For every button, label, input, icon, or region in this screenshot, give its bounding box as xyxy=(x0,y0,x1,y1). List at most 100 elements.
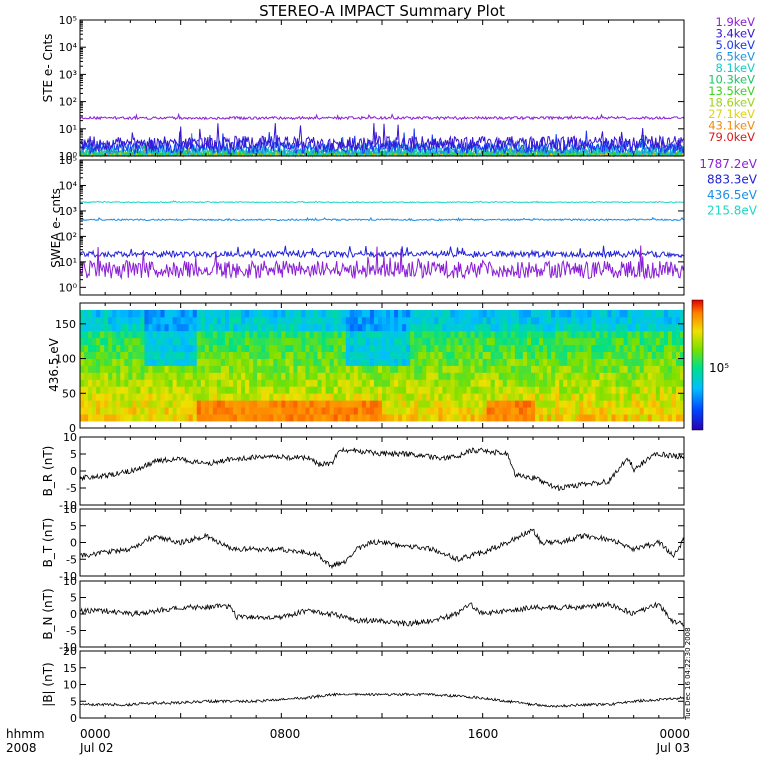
heatmap-cell xyxy=(289,330,294,339)
heatmap-cell xyxy=(321,337,327,346)
heatmap-cell xyxy=(329,407,335,415)
heatmap-cell xyxy=(200,407,206,415)
y-tick-label: 10 xyxy=(63,503,77,516)
heatmap-cell xyxy=(285,386,290,394)
heatmap-cell xyxy=(353,358,359,366)
time-tick-label: 0000 xyxy=(80,727,111,741)
heatmap-cell xyxy=(257,323,262,332)
heatmap-cell xyxy=(563,337,568,346)
heatmap-cell xyxy=(659,400,665,408)
heatmap-cell xyxy=(353,407,359,415)
heatmap-cell xyxy=(293,351,298,359)
y-tick-label: 0 xyxy=(69,422,76,435)
heatmap-cell xyxy=(180,337,186,346)
date-tick-label: Jul 02 xyxy=(79,741,114,755)
heatmap-cell xyxy=(277,379,282,387)
heatmap-cell xyxy=(623,351,629,359)
heatmap-cell xyxy=(535,358,540,366)
heatmap-cell xyxy=(281,330,286,339)
heatmap-cell xyxy=(418,372,423,380)
heatmap-cell xyxy=(651,344,657,353)
heatmap-cell xyxy=(233,330,238,339)
heatmap-cell xyxy=(615,414,620,422)
heatmap-cell xyxy=(555,414,560,422)
heatmap-cell xyxy=(551,351,556,359)
heatmap-cell xyxy=(514,407,520,415)
heatmap-cell xyxy=(204,386,210,394)
heatmap-cell xyxy=(104,393,109,401)
heatmap-cell xyxy=(382,351,387,359)
heatmap-cell xyxy=(245,351,250,359)
heatmap-cell xyxy=(559,372,564,380)
heatmap-cell xyxy=(406,365,411,373)
heatmap-cell xyxy=(96,323,101,332)
heatmap-cell xyxy=(651,358,657,366)
heatmap-cell xyxy=(454,365,459,373)
heatmap-cell xyxy=(329,344,335,353)
heatmap-cell xyxy=(325,393,331,401)
heatmap-cell xyxy=(361,365,367,373)
heatmap-cell xyxy=(406,337,411,346)
heatmap-cell xyxy=(446,372,451,380)
heatmap-cell xyxy=(494,344,500,353)
heatmap-cell xyxy=(184,351,190,359)
heatmap-cell xyxy=(100,323,105,332)
heatmap-cell xyxy=(426,407,431,415)
heatmap-cell xyxy=(611,316,616,325)
heatmap-cell xyxy=(108,309,113,318)
heatmap-cell xyxy=(442,358,447,366)
heatmap-cell xyxy=(434,400,439,408)
heatmap-cell xyxy=(313,393,318,401)
heatmap-cell xyxy=(647,379,653,387)
heatmap-cell xyxy=(124,358,129,366)
heatmap-cell xyxy=(631,316,637,325)
heatmap-cell xyxy=(124,379,129,387)
heatmap-cell xyxy=(345,344,351,353)
heatmap-cell xyxy=(277,365,282,373)
heatmap-cell xyxy=(293,316,298,325)
heatmap-cell xyxy=(136,309,141,318)
heatmap-cell xyxy=(547,372,552,380)
heatmap-cell xyxy=(563,365,568,373)
heatmap-cell xyxy=(369,400,375,408)
heatmap-cell xyxy=(321,351,327,359)
y-tick-label: 100 xyxy=(55,353,76,366)
heatmap-cell xyxy=(297,309,302,318)
heatmap-cell xyxy=(184,414,190,422)
heatmap-cell xyxy=(458,414,463,422)
heatmap-cell xyxy=(164,372,169,380)
heatmap-cell xyxy=(583,323,588,332)
heatmap-cell xyxy=(667,386,673,394)
heatmap-cell xyxy=(100,309,105,318)
heatmap-cell xyxy=(426,365,431,373)
heatmap-cell xyxy=(518,309,524,318)
heatmap-cell xyxy=(333,400,339,408)
heatmap-cell xyxy=(116,330,121,339)
heatmap-cell xyxy=(184,365,190,373)
heatmap-cell xyxy=(502,365,508,373)
heatmap-cell xyxy=(124,316,129,325)
heatmap-cell xyxy=(333,351,339,359)
heatmap-cell xyxy=(619,337,624,346)
heatmap-cell xyxy=(228,400,234,408)
heatmap-cell xyxy=(196,351,202,359)
heatmap-cell xyxy=(84,358,89,366)
heatmap-cell xyxy=(349,386,355,394)
heatmap-cell xyxy=(571,351,576,359)
heatmap-cell xyxy=(237,407,242,415)
heatmap-cell xyxy=(543,337,548,346)
heatmap-cell xyxy=(454,351,459,359)
heatmap-cell xyxy=(108,407,113,415)
heatmap-cell xyxy=(265,407,270,415)
heatmap-cell xyxy=(237,309,242,318)
heatmap-cell xyxy=(200,358,206,366)
heatmap-cell xyxy=(498,365,504,373)
heatmap-cell xyxy=(482,407,488,415)
heatmap-cell xyxy=(365,351,371,359)
heatmap-cell xyxy=(502,400,508,408)
heatmap-cell xyxy=(583,393,588,401)
heatmap-cell xyxy=(208,386,214,394)
heatmap-cell xyxy=(571,414,576,422)
date-tick-label: Jul 03 xyxy=(655,741,690,755)
